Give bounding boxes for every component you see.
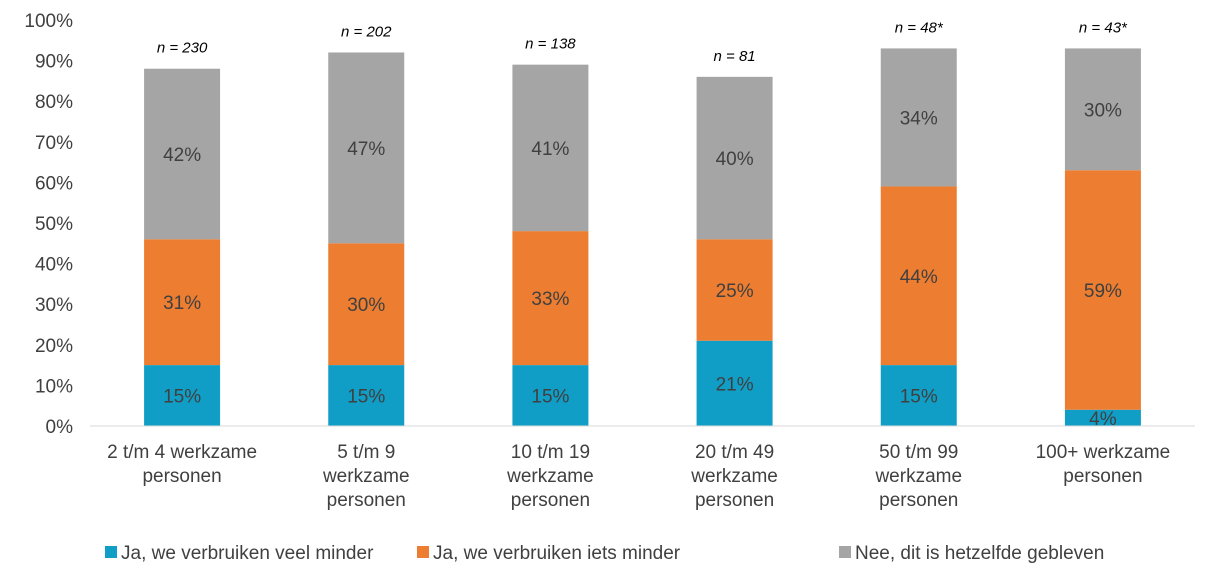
bar-segment [880, 186, 957, 366]
data-label: 40% [716, 149, 754, 170]
sample-size-label: n = 138 [525, 36, 576, 53]
bar-segment [328, 365, 405, 426]
data-label: 33% [531, 289, 569, 310]
sample-size-label: n = 81 [714, 48, 756, 65]
legend-label: Ja, we verbruiken veel minder [121, 543, 374, 564]
y-axis: 0% 10% 20% 30% 40% 50% 60% 70% 80% 90% 100% [24, 11, 73, 438]
sample-size-label: n = 230 [157, 40, 208, 57]
data-label: 30% [1084, 100, 1122, 121]
x-tick-label: 20 t/m 49 werkzame personen [690, 442, 778, 511]
data-label: 31% [163, 293, 201, 314]
bar-segment [144, 365, 221, 426]
legend-label: Nee, dit is hetzelfde gebleven [855, 543, 1104, 564]
x-tick-label: 100+ werkzame personen [1036, 442, 1171, 487]
sample-size-label: n = 48* [895, 19, 944, 36]
y-tick-label: 20% [35, 336, 73, 357]
bars: 15% 31% 42% n = 230 15% 30% 47% n = 202 15% 33% 41… [144, 19, 1141, 430]
legend-item: Ja, we verbruiken iets minder [417, 543, 681, 564]
bar-segment [1064, 48, 1141, 171]
bar-segment [696, 76, 773, 240]
bar-segment [328, 243, 405, 366]
bar-segment [1064, 170, 1141, 410]
bar-segment [696, 239, 773, 341]
bar-segment [880, 365, 957, 426]
bar-segment [512, 64, 589, 232]
bar-segment [328, 52, 405, 244]
x-tick-label: 10 t/m 19 werkzame personen [506, 442, 594, 511]
y-tick-label: 80% [35, 92, 73, 113]
y-tick-label: 0% [46, 417, 74, 438]
data-label: 42% [163, 145, 201, 166]
bar-segment [144, 68, 221, 240]
x-tick-label: 5 t/m 9 werkzame personen [322, 442, 410, 511]
legend-swatch [105, 546, 117, 558]
data-label: 30% [347, 295, 385, 316]
bar-segment [512, 231, 589, 366]
bar-segment [512, 365, 589, 426]
bar-segment [880, 48, 957, 187]
x-axis: 2 t/m 4 werkzame personen 5 t/m 9 werkzame p… [90, 425, 1195, 511]
data-label: 25% [716, 281, 754, 302]
data-label: 44% [900, 267, 938, 288]
sample-size-label: n = 43* [1079, 19, 1128, 36]
legend-swatch [417, 546, 429, 558]
y-tick-label: 50% [35, 214, 73, 235]
bar-segment [1064, 409, 1141, 426]
legend-label: Ja, we verbruiken iets minder [433, 543, 681, 564]
data-label: 47% [347, 139, 385, 160]
legend-item: Nee, dit is hetzelfde gebleven [839, 543, 1104, 564]
legend-item: Ja, we verbruiken veel minder [105, 543, 374, 564]
y-tick-label: 40% [35, 255, 73, 276]
bar-segment [696, 340, 773, 426]
x-tick-label: 2 t/m 4 werkzame personen [107, 442, 257, 487]
data-label: 34% [900, 108, 938, 129]
data-label: 15% [163, 387, 201, 408]
data-label: 41% [531, 139, 569, 160]
y-tick-label: 90% [35, 52, 73, 73]
y-tick-label: 70% [35, 133, 73, 154]
data-label: 4% [1089, 409, 1117, 430]
data-label: 15% [347, 387, 385, 408]
data-label: 15% [900, 387, 938, 408]
y-tick-label: 10% [35, 376, 73, 397]
data-label: 15% [531, 387, 569, 408]
legend-swatch [839, 546, 851, 558]
legend: Ja, we verbruiken veel minder Ja, we verb… [105, 543, 1104, 564]
x-tick-label: 50 t/m 99 werkzame personen [874, 442, 962, 511]
bar-segment [144, 239, 221, 366]
data-label: 59% [1084, 281, 1122, 302]
y-tick-label: 30% [35, 295, 73, 316]
data-label: 21% [716, 374, 754, 395]
y-tick-label: 60% [35, 173, 73, 194]
y-tick-label: 100% [24, 11, 73, 32]
sample-size-label: n = 202 [341, 23, 392, 40]
